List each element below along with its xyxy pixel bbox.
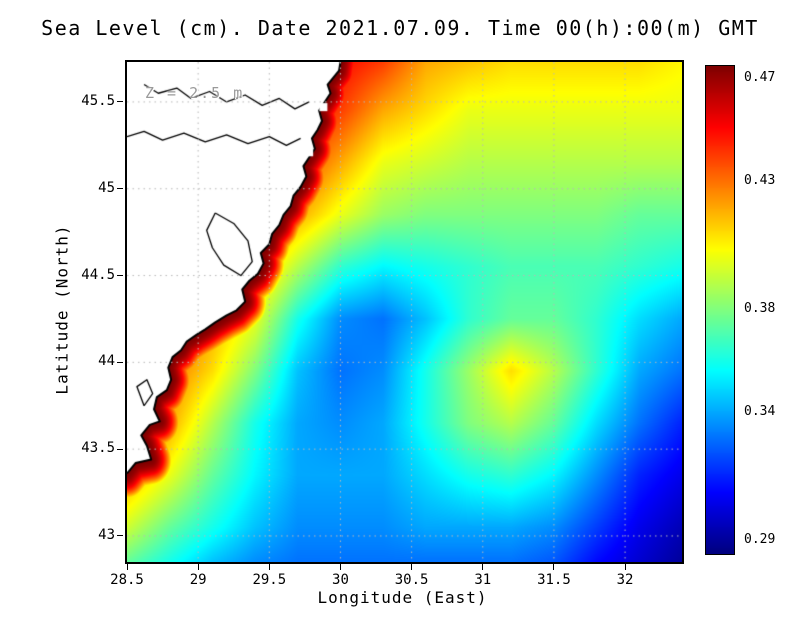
y-tick (117, 448, 123, 450)
y-tick-label: 43 (98, 526, 115, 543)
x-tick (411, 564, 413, 570)
x-tick (553, 564, 555, 570)
x-axis-label: Longitude (East) (317, 588, 488, 607)
y-tick-label: 43.5 (81, 440, 115, 457)
x-tick (482, 564, 484, 570)
colorbar: 0.47 0.43 0.38 0.34 0.29 (705, 65, 775, 555)
x-tick (197, 564, 199, 570)
y-tick (117, 275, 123, 277)
y-tick-label: 45.5 (81, 92, 115, 109)
x-tick-label: 30.5 (394, 572, 429, 588)
x-tick-label: 31 (474, 572, 492, 588)
y-tick (117, 535, 123, 537)
heatmap-canvas (127, 62, 682, 562)
colorbar-label: 0.38 (744, 301, 776, 316)
x-tick-label: 30 (332, 572, 349, 588)
y-tick-label: 44.5 (81, 266, 115, 283)
x-tick-label: 31.5 (537, 572, 571, 588)
x-tick-label: 29.5 (252, 572, 287, 588)
x-tick (126, 564, 128, 570)
y-axis-label: Latitude (North) (52, 224, 72, 395)
y-tick (117, 188, 123, 190)
x-tick (624, 564, 626, 570)
colorbar-label: 0.34 (744, 403, 776, 419)
x-tick-label: 29 (189, 572, 207, 588)
x-tick (339, 564, 341, 570)
depth-annotation: Z = 2.5 m (145, 84, 245, 102)
x-tick-label: 32 (616, 572, 634, 588)
plot-area: Z = 2.5 m 28.5 29 29.5 30 30.5 31 31.5 32 43 43.5… (81, 60, 684, 588)
x-tick (268, 564, 270, 570)
colorbar-canvas (706, 66, 734, 554)
x-tick-label: 28.5 (110, 572, 144, 588)
y-tick-label: 44 (98, 353, 115, 370)
y-tick-label: 45 (98, 179, 115, 196)
colorbar-label: 0.29 (744, 532, 776, 548)
colorbar-label: 0.47 (744, 69, 776, 85)
y-tick (117, 101, 123, 103)
colorbar-label: 0.43 (744, 172, 776, 188)
y-tick (117, 361, 123, 363)
chart-title: Sea Level (cm). Date 2021.07.09. Time 00… (41, 16, 759, 40)
